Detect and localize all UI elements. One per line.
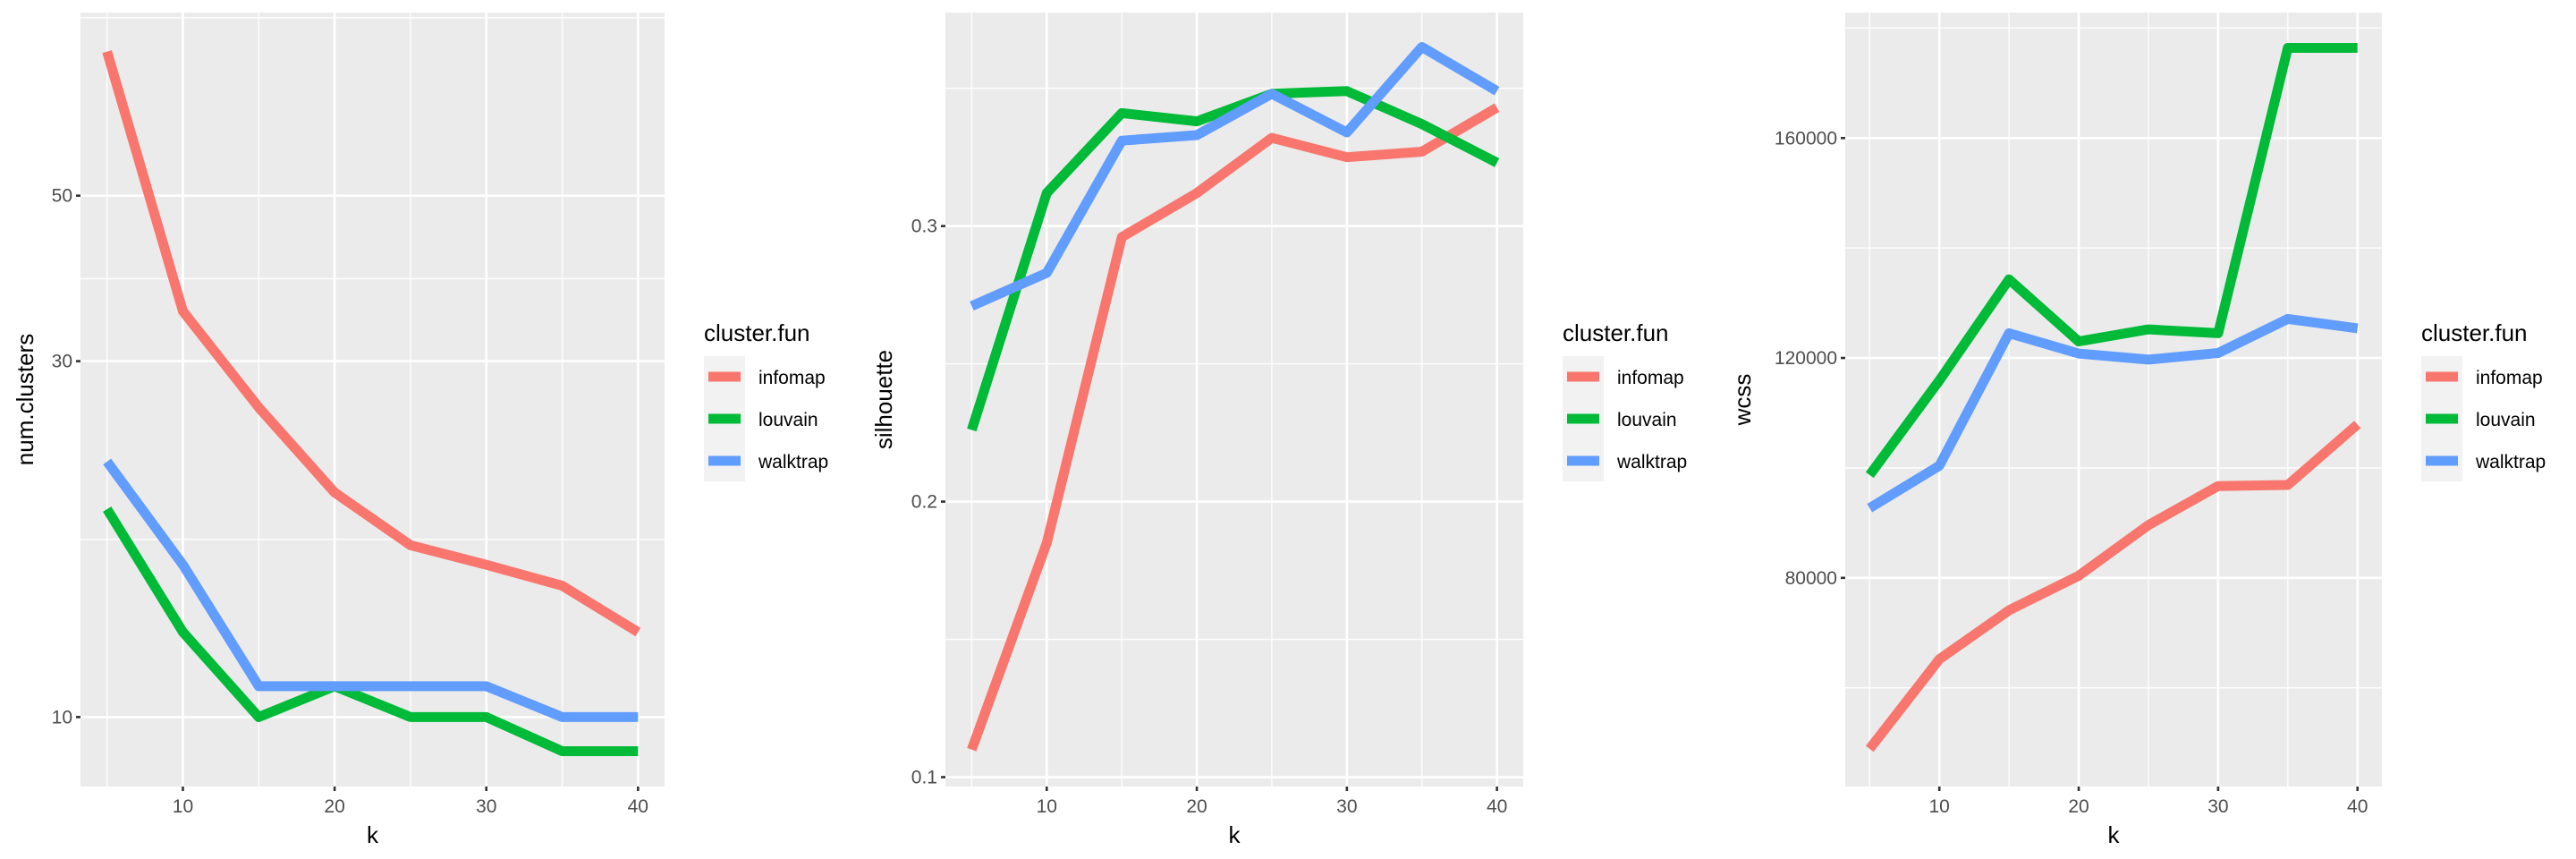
x-tick-label: 40	[628, 796, 648, 817]
series-line-walktrap	[1867, 313, 2359, 513]
y-axis-title: wcss	[1729, 374, 1756, 427]
legend-title: cluster.fun	[704, 319, 810, 346]
x-tick-label: 10	[1037, 796, 1057, 817]
series-line-louvain	[967, 86, 1500, 432]
series-line-louvain	[1865, 43, 2358, 479]
y-tick-label: 10	[52, 707, 72, 727]
x-tick-label: 20	[1186, 796, 1207, 817]
series-line-infomap	[1865, 421, 2361, 753]
x-tick-label: 10	[173, 796, 193, 817]
x-tick-label: 10	[1929, 796, 1950, 817]
series-line-infomap	[967, 103, 1500, 752]
x-tick-label: 40	[2347, 796, 2368, 817]
legend: cluster.fun infomap louvain walktrap	[704, 319, 828, 481]
y-axis-title: silhouette	[870, 350, 897, 449]
x-axis-title: k	[2108, 821, 2121, 848]
x-axis-title: k	[1229, 821, 1241, 848]
legend-label-infomap: infomap	[2476, 368, 2543, 388]
x-tick-label: 20	[2068, 796, 2089, 817]
plot-panel-background	[945, 13, 1523, 787]
series-line-walktrap	[970, 42, 1500, 311]
y-tick-label: 0.1	[911, 768, 937, 788]
legend-label-louvain: louvain	[1617, 410, 1677, 430]
series-line-infomap	[102, 50, 641, 637]
legend: cluster.fun infomap louvain walktrap	[1563, 319, 1687, 481]
legend-label-infomap: infomap	[1617, 368, 1684, 388]
series-line-louvain	[103, 506, 639, 756]
legend-title: cluster.fun	[1563, 319, 1669, 346]
legend-label-walktrap: walktrap	[758, 452, 828, 472]
y-tick-label: 0.2	[911, 492, 937, 513]
y-tick-label: 0.3	[911, 217, 937, 237]
x-tick-label: 20	[324, 796, 344, 817]
legend-title: cluster.fun	[2421, 319, 2528, 346]
x-tick-label: 30	[2207, 796, 2228, 817]
x-tick-label: 40	[1487, 796, 1507, 817]
legend-label-walktrap: walktrap	[1616, 452, 1687, 472]
y-tick-label: 80000	[1785, 568, 1837, 589]
legend-label-infomap: infomap	[758, 368, 826, 388]
x-tick-label: 30	[1336, 796, 1357, 817]
x-tick-label: 30	[476, 796, 496, 817]
x-axis-title: k	[367, 821, 379, 848]
wcss-chart: 80000 120000 160000 10 20 30 40 k wcss cluster.fu…	[1729, 13, 2546, 848]
legend-label-louvain: louvain	[2476, 410, 2536, 430]
silhouette-chart: 0.1 0.2 0.3 10 20 30 40 k silhouette cluster.fun i…	[870, 13, 1687, 848]
y-axis-title: num.clusters	[12, 334, 38, 465]
plot-panel-background	[80, 13, 665, 787]
series-line-walktrap	[103, 458, 639, 722]
legend: cluster.fun infomap louvain walktrap	[2421, 319, 2546, 481]
y-tick-label: 120000	[1775, 348, 1837, 369]
y-tick-label: 30	[52, 352, 72, 372]
legend-label-louvain: louvain	[758, 410, 818, 430]
y-tick-label: 160000	[1775, 128, 1837, 149]
y-tick-label: 50	[52, 186, 72, 207]
legend-label-walktrap: walktrap	[2475, 452, 2546, 472]
num-clusters-chart: 10 30 50 10 20 30 40 k num.clusters cluster.fun in…	[12, 13, 828, 848]
